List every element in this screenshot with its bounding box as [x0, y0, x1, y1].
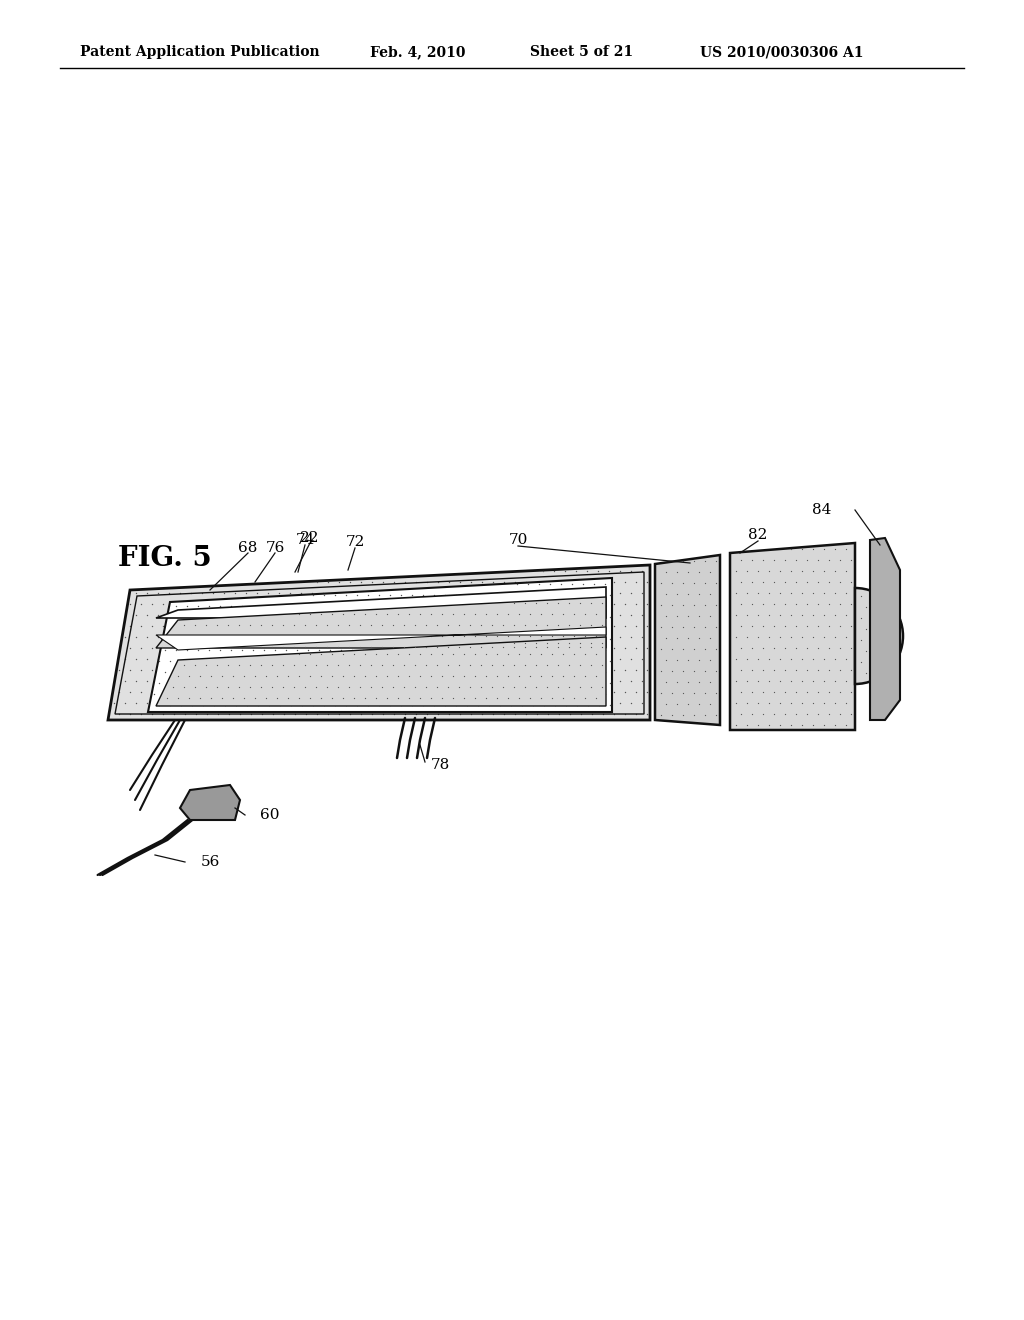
Text: 82: 82: [749, 528, 768, 543]
Polygon shape: [730, 543, 855, 730]
Text: 72: 72: [345, 535, 365, 549]
Text: 84: 84: [812, 503, 831, 517]
Text: Feb. 4, 2010: Feb. 4, 2010: [370, 45, 466, 59]
Text: 78: 78: [430, 758, 450, 772]
Polygon shape: [148, 578, 612, 711]
Text: 56: 56: [201, 855, 220, 869]
Polygon shape: [156, 597, 606, 648]
Polygon shape: [156, 627, 606, 649]
Text: 68: 68: [239, 541, 258, 554]
Polygon shape: [180, 785, 240, 820]
Polygon shape: [655, 554, 720, 725]
Text: Sheet 5 of 21: Sheet 5 of 21: [530, 45, 633, 59]
Text: 76: 76: [265, 541, 285, 554]
Text: Patent Application Publication: Patent Application Publication: [80, 45, 319, 59]
Text: 70: 70: [508, 533, 527, 546]
Text: 60: 60: [260, 808, 280, 822]
Text: 22: 22: [300, 531, 319, 545]
Polygon shape: [156, 587, 606, 618]
Wedge shape: [855, 587, 903, 684]
Polygon shape: [870, 539, 900, 719]
Text: US 2010/0030306 A1: US 2010/0030306 A1: [700, 45, 863, 59]
Text: 74: 74: [295, 533, 314, 546]
Polygon shape: [108, 565, 650, 719]
Text: FIG. 5: FIG. 5: [118, 544, 212, 572]
Polygon shape: [156, 638, 606, 706]
